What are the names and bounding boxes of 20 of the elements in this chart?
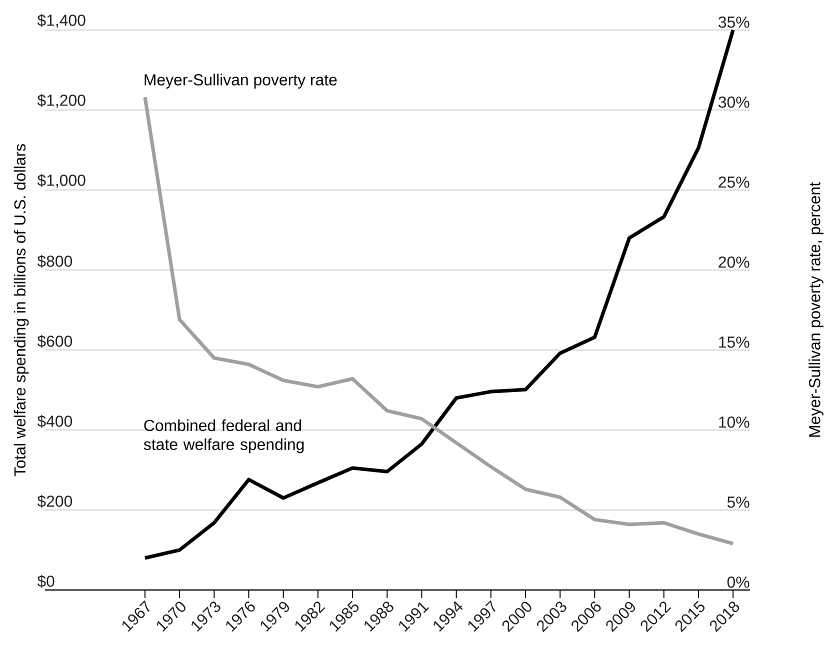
y-tick-label: $0 [37,574,54,588]
y2-tick-label: 35% [718,16,750,28]
text: Combined federal and state welfare spending [144,419,304,454]
y2-tick-label: 0% [727,576,750,588]
y2-tick-label: 10% [719,416,750,428]
y-tick-label: $400 [37,414,72,428]
y-axis-title: Total welfare spending in billions of U.S. dollars [14,144,29,476]
y-tick-label: $1,400 [37,14,86,28]
y-tick-label: $800 [37,254,72,268]
y2-tick-label: 30% [718,96,750,108]
y2-axis-title: Meyer-Sullivan poverty rate, percent [808,182,824,437]
y2-tick-label: 20% [718,256,750,268]
y-tick-label: $200 [37,494,72,508]
y-tick-label: $600 [37,334,72,348]
series-label: Meyer-Sullivan poverty rate [144,74,337,89]
y2-tick-label: 5% [727,496,750,508]
y-tick-label: $1,000 [37,174,86,188]
y2-tick-label: 15% [719,336,750,348]
y-tick-label: $1,200 [37,94,86,108]
y2-tick-label: 25% [718,176,750,188]
